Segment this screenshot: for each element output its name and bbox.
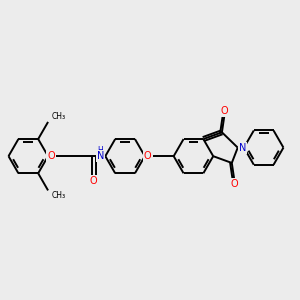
Text: CH₃: CH₃ bbox=[51, 191, 65, 200]
Text: H: H bbox=[98, 146, 103, 155]
Text: N: N bbox=[238, 142, 246, 153]
Text: CH₃: CH₃ bbox=[51, 112, 65, 121]
Text: O: O bbox=[144, 151, 152, 161]
Text: N: N bbox=[97, 151, 104, 161]
Text: O: O bbox=[220, 106, 228, 116]
Text: O: O bbox=[230, 179, 238, 189]
Text: O: O bbox=[47, 151, 55, 161]
Text: O: O bbox=[90, 176, 98, 186]
